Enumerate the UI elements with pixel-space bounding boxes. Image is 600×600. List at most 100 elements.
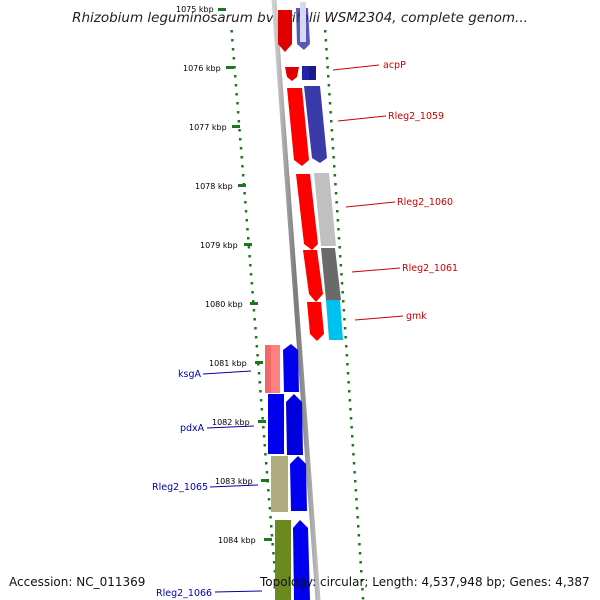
scale-dot-outer xyxy=(351,444,355,447)
scale-dot-inner xyxy=(254,336,258,339)
scale-dot-outer xyxy=(332,156,335,159)
scale-dot-inner xyxy=(245,219,248,222)
scale-dot-outer xyxy=(341,291,344,294)
scale-dot-inner xyxy=(234,75,237,78)
scale-dot-inner xyxy=(272,552,275,555)
scale-dot-outer xyxy=(350,426,353,429)
gene-label-acpP[interactable]: acpP xyxy=(383,60,406,71)
scale-dot-outer xyxy=(340,273,343,276)
cds-pdxA-blue2 xyxy=(286,394,303,455)
scale-dot-inner xyxy=(239,138,242,141)
scale-dot-inner xyxy=(251,291,254,294)
gene-label-rleg2-1059[interactable]: Rleg2_1059 xyxy=(388,111,444,122)
scale-dot-outer xyxy=(342,309,346,312)
scale-dot-outer xyxy=(339,264,343,267)
kbp-label-1077: 1077 kbp xyxy=(189,123,227,132)
cds-rleg2-1066-green xyxy=(275,520,291,600)
scale-dot-inner xyxy=(236,111,240,114)
scale-dot-inner xyxy=(249,264,252,267)
scale-dot-outer xyxy=(325,48,328,51)
cds-acpP-red xyxy=(285,67,299,81)
scale-dot-inner xyxy=(252,300,255,303)
scale-dot-inner xyxy=(231,39,234,42)
cds-red-top xyxy=(278,10,292,52)
scale-dot-inner xyxy=(232,57,236,60)
cds-pdxA-blue xyxy=(268,394,284,454)
scale-dot-inner xyxy=(248,255,251,258)
gene-label-rleg2-1066[interactable]: Rleg2_1066 xyxy=(156,588,212,599)
cds-rleg2-1066-blue xyxy=(293,520,310,600)
kbp-label-1075: 1075 kbp xyxy=(176,5,214,14)
scale-dot-inner xyxy=(236,102,239,105)
scale-dot-outer xyxy=(327,75,330,78)
scale-dot-inner xyxy=(243,192,246,195)
scale-dot-inner xyxy=(255,345,259,348)
scale-dot-outer xyxy=(342,300,345,303)
scale-dot-outer xyxy=(324,30,327,33)
scale-dot-inner xyxy=(260,408,264,411)
scale-dot-inner xyxy=(231,48,235,51)
scale-dot-outer xyxy=(354,489,358,492)
scale-dot-outer xyxy=(328,93,331,96)
scale-dot-outer xyxy=(345,354,349,357)
scale-dot-inner xyxy=(259,399,263,402)
scale-dot-inner xyxy=(270,525,273,528)
scale-dot-outer xyxy=(330,129,334,132)
scale-dot-outer xyxy=(333,174,337,177)
scale-dot-outer xyxy=(351,435,354,438)
scale-dot-inner xyxy=(267,498,271,501)
scale-dot-inner xyxy=(258,381,261,384)
cds-gmk-red xyxy=(307,302,324,341)
scale-dot-outer xyxy=(340,282,344,285)
cds-ksgA-blue xyxy=(283,344,299,392)
scale-dot-inner xyxy=(271,543,274,546)
cds-gmk-cyan xyxy=(326,300,343,340)
scale-dot-outer xyxy=(339,255,342,258)
scale-dot-inner xyxy=(246,228,249,231)
scale-dot-outer xyxy=(336,210,339,213)
kbp-ticks: 1075 kbp 1076 kbp 1077 kbp 1078 kbp 1079… xyxy=(176,5,272,545)
scale-dot-inner xyxy=(230,30,233,33)
scale-dot-outer xyxy=(333,165,336,168)
gene-label-rleg2-1065[interactable]: Rleg2_1065 xyxy=(152,482,208,493)
scale-dot-outer xyxy=(347,381,350,384)
scale-dot-outer xyxy=(331,138,334,141)
scale-dot-outer xyxy=(361,597,365,600)
scale-dot-outer xyxy=(352,453,355,456)
scale-dot-inner xyxy=(254,327,257,330)
cds-acpP-blue2 xyxy=(309,66,316,80)
scale-dot-inner xyxy=(257,363,260,366)
scale-dot-inner xyxy=(247,246,251,249)
scale-dot-outer xyxy=(357,534,361,537)
scale-dot-inner xyxy=(233,66,236,69)
scale-dot-inner xyxy=(241,165,244,168)
scale-dot-inner xyxy=(261,417,264,420)
cds-rleg2-1060-gray xyxy=(314,173,336,246)
cds-rleg2-1065-olive xyxy=(271,456,288,512)
scale-dot-outer xyxy=(331,147,335,150)
gene-label-rleg2-1061[interactable]: Rleg2_1061 xyxy=(402,263,458,274)
gene-label-rleg2-1060[interactable]: Rleg2_1060 xyxy=(397,197,453,208)
scale-dot-outer xyxy=(346,363,349,366)
scale-dot-outer xyxy=(354,480,357,483)
scale-dot-inner xyxy=(239,147,243,150)
scale-dot-outer xyxy=(336,219,340,222)
scale-dot-inner xyxy=(256,354,259,357)
scale-dot-outer xyxy=(343,327,347,330)
cds-light-top xyxy=(300,2,306,42)
cds-ksgA-pink-shade xyxy=(265,345,271,393)
scale-dot-inner xyxy=(244,210,248,213)
scale-dot-inner xyxy=(234,84,238,87)
gene-label-gmk[interactable]: gmk xyxy=(406,311,427,322)
gene-label-ksgA[interactable]: ksgA xyxy=(178,369,201,380)
kbp-label-1078: 1078 kbp xyxy=(195,182,233,191)
scale-dot-outer xyxy=(352,462,356,465)
scale-dot-inner xyxy=(267,489,270,492)
scale-dot-inner xyxy=(270,534,274,537)
scale-dot-outer xyxy=(349,408,352,411)
right-gene-labels: acpP Rleg2_1059 Rleg2_1060 Rleg2_1061 gm… xyxy=(332,60,458,322)
cds-rleg2-1061-red xyxy=(303,250,323,302)
gene-label-pdxA[interactable]: pdxA xyxy=(180,423,205,434)
scale-dot-inner xyxy=(237,120,241,123)
